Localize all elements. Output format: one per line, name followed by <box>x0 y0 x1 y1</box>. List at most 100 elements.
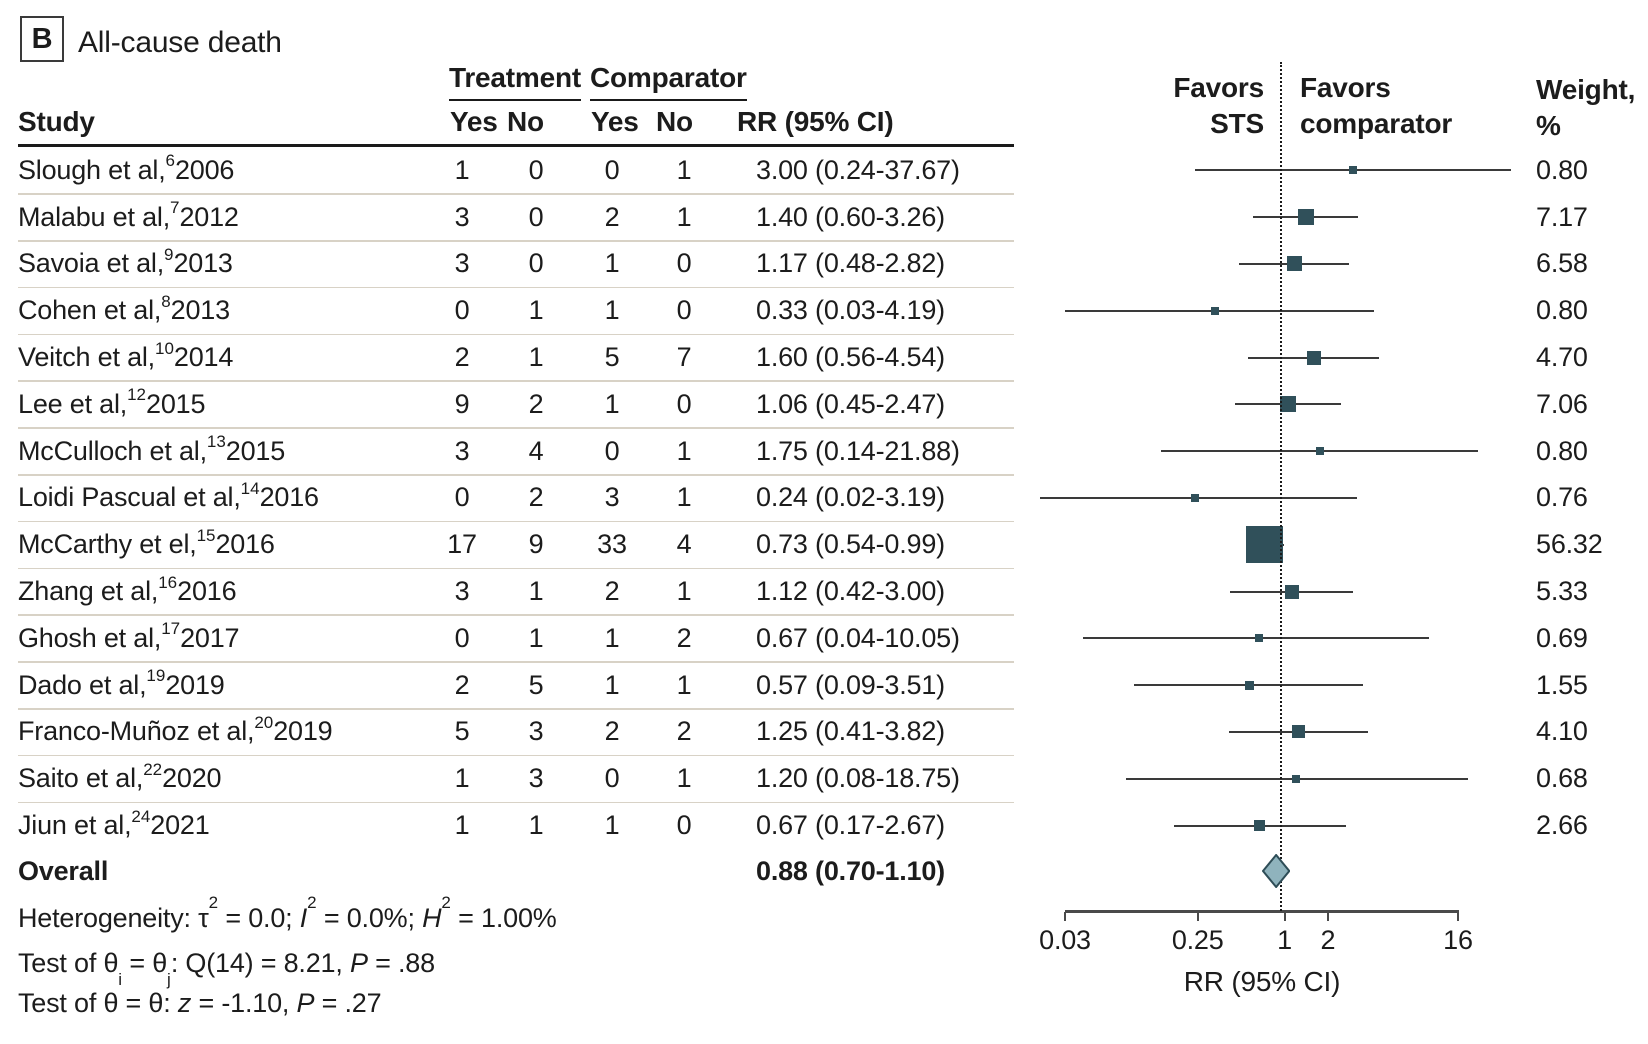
weight-value: 56.32 <box>1536 529 1603 560</box>
text-part: 2019 <box>165 669 225 700</box>
comparator-yes-value: 33 <box>597 529 627 560</box>
rr-ci-value: 1.06 (0.45-2.47) <box>756 388 945 419</box>
comparator-no-value: 1 <box>676 576 692 607</box>
group-header-treatment: Treatment <box>449 62 581 101</box>
study-label: Loidi Pascual et al, 14 2016 <box>18 478 319 513</box>
point-estimate-marker <box>1284 584 1299 599</box>
text-part: Loidi Pascual et al, <box>18 482 241 513</box>
text-part: Cohen et al, <box>18 295 162 326</box>
comparator-no-value: 1 <box>676 763 692 794</box>
text-part: = 0.0; <box>218 903 300 933</box>
row-separator <box>18 427 1014 429</box>
row-separator <box>18 567 1014 570</box>
rr-ci-value: 3.00 (0.24-37.67) <box>756 154 960 185</box>
text-part: Saito et al, <box>18 763 144 794</box>
text-part: 2020 <box>162 763 222 794</box>
rr-ci-value: 1.40 (0.60-3.26) <box>756 201 945 232</box>
table-body: Slough et al, 6 2006 1 0 0 1 3.00 (0.24-37.67)… <box>18 147 1630 849</box>
treatment-yes-value: 3 <box>454 435 470 466</box>
text-part: 2017 <box>180 622 240 653</box>
overall-diamond <box>1262 854 1291 888</box>
rr-ci-value: 0.57 (0.09-3.51) <box>756 669 945 700</box>
weight-value: 5.33 <box>1536 576 1588 607</box>
table-row: Saito et al, 22 2020 1 3 0 1 1.20 (0.08-18.75)… <box>18 755 1630 804</box>
text-part: Malabu et al, <box>18 201 170 232</box>
text-part: Dado et al, <box>18 669 147 700</box>
row-separator <box>18 708 1014 710</box>
row-separator <box>18 614 1014 616</box>
comparator-no-value: 0 <box>676 388 692 419</box>
row-separator <box>18 520 1014 523</box>
x-axis-tick-label: 1 <box>1277 925 1292 955</box>
row-separator <box>18 380 1014 382</box>
text-part: 2 <box>441 893 451 912</box>
treatment-yes-value: 0 <box>454 622 470 653</box>
treatment-yes-value: 5 <box>454 716 470 747</box>
text-part: 2016 <box>177 576 237 607</box>
favors-sts-line1: Favors <box>1173 72 1264 103</box>
study-label: Savoia et al, 9 2013 <box>18 244 233 279</box>
reference-line <box>1280 62 1282 911</box>
weight-value: 0.80 <box>1536 295 1588 326</box>
study-label: Malabu et al, 7 2012 <box>18 198 239 232</box>
treatment-no-value: 1 <box>528 810 544 841</box>
text-part: 2015 <box>146 388 206 419</box>
rr-ci-value: 0.73 (0.54-0.99) <box>756 529 945 560</box>
row-separator <box>18 286 1014 289</box>
weight-value: 1.55 <box>1536 669 1588 700</box>
favors-comparator-line1: Favors <box>1300 72 1391 103</box>
heterogeneity-note: Heterogeneity: τ2 = 0.0; I2 = 0.0%; H2 =… <box>18 894 557 934</box>
point-estimate-marker <box>1291 774 1300 783</box>
text-part: I <box>299 903 308 933</box>
panel-title: All-cause death <box>78 26 282 59</box>
text-part: 2 <box>307 893 317 912</box>
rr-ci-value: 1.75 (0.14-21.88) <box>756 435 960 466</box>
table-row: McCarthy et el, 15 2016 17 9 33 4 0.73 (0.54-0… <box>18 521 1630 570</box>
column-header-study: Study <box>18 106 95 137</box>
comparator-yes-value: 0 <box>604 763 620 794</box>
study-label: Jiun et al, 24 2021 <box>18 806 210 841</box>
comparator-no-value: 1 <box>676 669 692 700</box>
text-part: i <box>118 970 123 990</box>
text-part: 2006 <box>174 154 235 185</box>
text-part: Zhang et al, <box>18 576 159 607</box>
comparator-yes-value: 0 <box>604 435 620 466</box>
column-header-weight: Weight, % <box>1536 72 1635 144</box>
text-part: = .27 <box>314 988 382 1018</box>
treatment-yes-value: 3 <box>454 576 470 607</box>
text-part: 2013 <box>170 295 230 326</box>
column-header-treatment-no: No <box>507 106 544 137</box>
comparator-no-value: 4 <box>676 529 692 560</box>
ci-line <box>1065 309 1375 312</box>
test-q-note: Test of θi = θj: Q(14) = 8.21, P = .88 <box>18 948 435 988</box>
comparator-yes-value: 1 <box>604 622 620 653</box>
text-part: McCarthy et el, <box>18 529 197 560</box>
treatment-yes-value: 9 <box>454 388 470 419</box>
study-label: Lee et al, 12 2015 <box>18 385 206 419</box>
row-separator <box>18 240 1014 242</box>
comparator-no-value: 7 <box>676 342 692 373</box>
point-estimate-marker <box>1291 725 1305 739</box>
rr-ci-value: 0.67 (0.17-2.67) <box>756 810 945 841</box>
text-part: 2016 <box>259 482 319 513</box>
weight-value: 7.06 <box>1536 388 1588 419</box>
text-part: = θ <box>122 948 168 978</box>
text-part: Veitch et al, <box>18 342 155 373</box>
text-part: Savoia et al, <box>18 248 164 279</box>
column-header-treatment-yes: Yes <box>450 106 498 137</box>
overall-diamond-shape <box>1262 854 1291 888</box>
text-part: 2013 <box>173 248 233 279</box>
treatment-yes-value: 2 <box>454 342 470 373</box>
comparator-no-value: 1 <box>676 482 692 513</box>
text-part: = -1.10, <box>191 988 297 1018</box>
comparator-no-value: 2 <box>676 622 692 653</box>
x-axis-tick <box>1457 912 1459 921</box>
rr-ci-value: 0.67 (0.04-10.05) <box>756 622 960 653</box>
treatment-yes-value: 0 <box>454 295 470 326</box>
rr-ci-value: 1.12 (0.42-3.00) <box>756 576 945 607</box>
table-row: Cohen et al, 8 2013 0 1 1 0 0.33 (0.03-4.19) 0.… <box>18 287 1630 336</box>
weight-value: 4.10 <box>1536 716 1588 747</box>
table-row: Savoia et al, 9 2013 3 0 1 0 1.17 (0.48-2.82) 6… <box>18 241 1630 289</box>
treatment-no-value: 2 <box>528 388 544 419</box>
